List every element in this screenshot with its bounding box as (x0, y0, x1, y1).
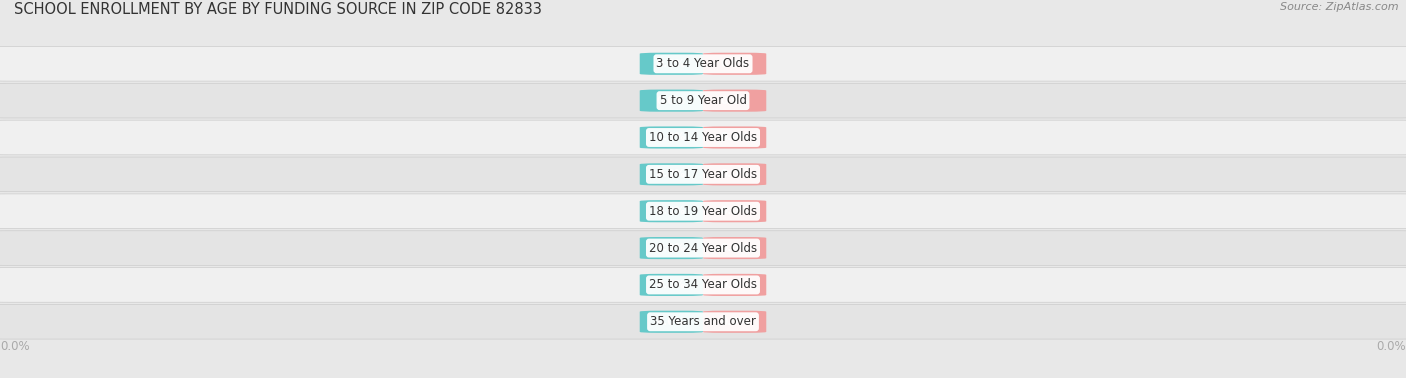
Text: 0.0%: 0.0% (720, 133, 749, 143)
FancyBboxPatch shape (703, 90, 766, 112)
Text: 0.0%: 0.0% (657, 169, 686, 179)
Text: 25 to 34 Year Olds: 25 to 34 Year Olds (650, 279, 756, 291)
Text: 5 to 9 Year Old: 5 to 9 Year Old (659, 94, 747, 107)
FancyBboxPatch shape (0, 46, 1406, 81)
Text: 0.0%: 0.0% (720, 59, 749, 69)
Text: 15 to 17 Year Olds: 15 to 17 Year Olds (650, 168, 756, 181)
FancyBboxPatch shape (0, 231, 1406, 265)
Text: 0.0%: 0.0% (657, 96, 686, 105)
FancyBboxPatch shape (703, 200, 766, 222)
FancyBboxPatch shape (640, 90, 703, 112)
Text: 0.0%: 0.0% (720, 169, 749, 179)
FancyBboxPatch shape (0, 120, 1406, 155)
FancyBboxPatch shape (0, 304, 1406, 339)
Text: 0.0%: 0.0% (720, 96, 749, 105)
Text: 0.0%: 0.0% (0, 340, 30, 353)
FancyBboxPatch shape (0, 194, 1406, 229)
Text: 0.0%: 0.0% (657, 243, 686, 253)
FancyBboxPatch shape (640, 274, 703, 296)
Text: 35 Years and over: 35 Years and over (650, 315, 756, 328)
Text: 18 to 19 Year Olds: 18 to 19 Year Olds (650, 205, 756, 218)
Text: 0.0%: 0.0% (720, 206, 749, 216)
Text: Source: ZipAtlas.com: Source: ZipAtlas.com (1281, 2, 1399, 12)
Text: 0.0%: 0.0% (720, 317, 749, 327)
Text: SCHOOL ENROLLMENT BY AGE BY FUNDING SOURCE IN ZIP CODE 82833: SCHOOL ENROLLMENT BY AGE BY FUNDING SOUR… (14, 2, 541, 17)
FancyBboxPatch shape (640, 127, 703, 149)
FancyBboxPatch shape (703, 163, 766, 186)
Text: 0.0%: 0.0% (720, 280, 749, 290)
FancyBboxPatch shape (640, 53, 703, 75)
FancyBboxPatch shape (703, 274, 766, 296)
Text: 0.0%: 0.0% (657, 280, 686, 290)
FancyBboxPatch shape (640, 163, 703, 186)
FancyBboxPatch shape (703, 53, 766, 75)
Text: 0.0%: 0.0% (657, 133, 686, 143)
FancyBboxPatch shape (640, 311, 703, 333)
FancyBboxPatch shape (0, 268, 1406, 302)
Text: 0.0%: 0.0% (657, 206, 686, 216)
Text: 0.0%: 0.0% (657, 317, 686, 327)
FancyBboxPatch shape (640, 237, 703, 259)
Text: 10 to 14 Year Olds: 10 to 14 Year Olds (650, 131, 756, 144)
Text: 0.0%: 0.0% (657, 59, 686, 69)
FancyBboxPatch shape (0, 157, 1406, 192)
FancyBboxPatch shape (640, 200, 703, 222)
Text: 0.0%: 0.0% (720, 243, 749, 253)
FancyBboxPatch shape (0, 83, 1406, 118)
Text: 0.0%: 0.0% (1376, 340, 1406, 353)
Text: 3 to 4 Year Olds: 3 to 4 Year Olds (657, 57, 749, 70)
FancyBboxPatch shape (703, 127, 766, 149)
FancyBboxPatch shape (703, 311, 766, 333)
Text: 20 to 24 Year Olds: 20 to 24 Year Olds (650, 242, 756, 254)
FancyBboxPatch shape (703, 237, 766, 259)
